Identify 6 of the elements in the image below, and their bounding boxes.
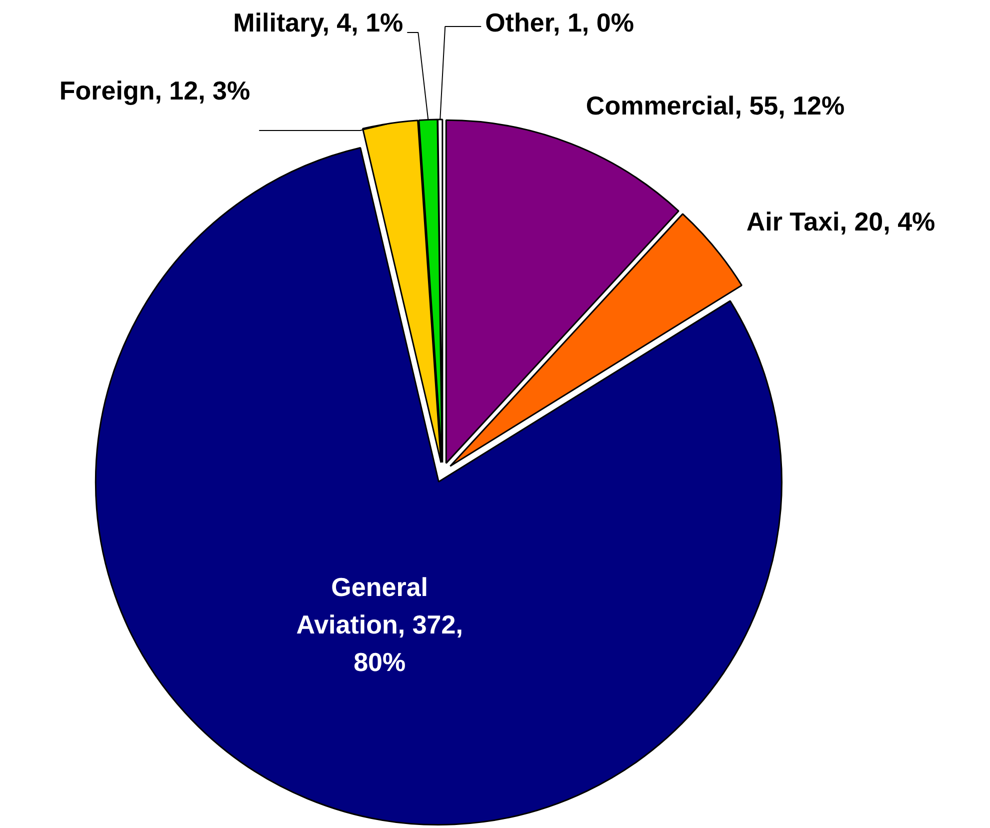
slice-label: Commercial, 55, 12% [586, 90, 845, 120]
slice-label: Other, 1, 0% [485, 8, 634, 38]
slice-label: General Aviation, 372, 80% [296, 572, 463, 677]
slice-label: Foreign, 12, 3% [59, 76, 250, 106]
slice-label: Military, 4, 1% [233, 8, 404, 38]
slice-label: Air Taxi, 20, 4% [746, 206, 936, 236]
